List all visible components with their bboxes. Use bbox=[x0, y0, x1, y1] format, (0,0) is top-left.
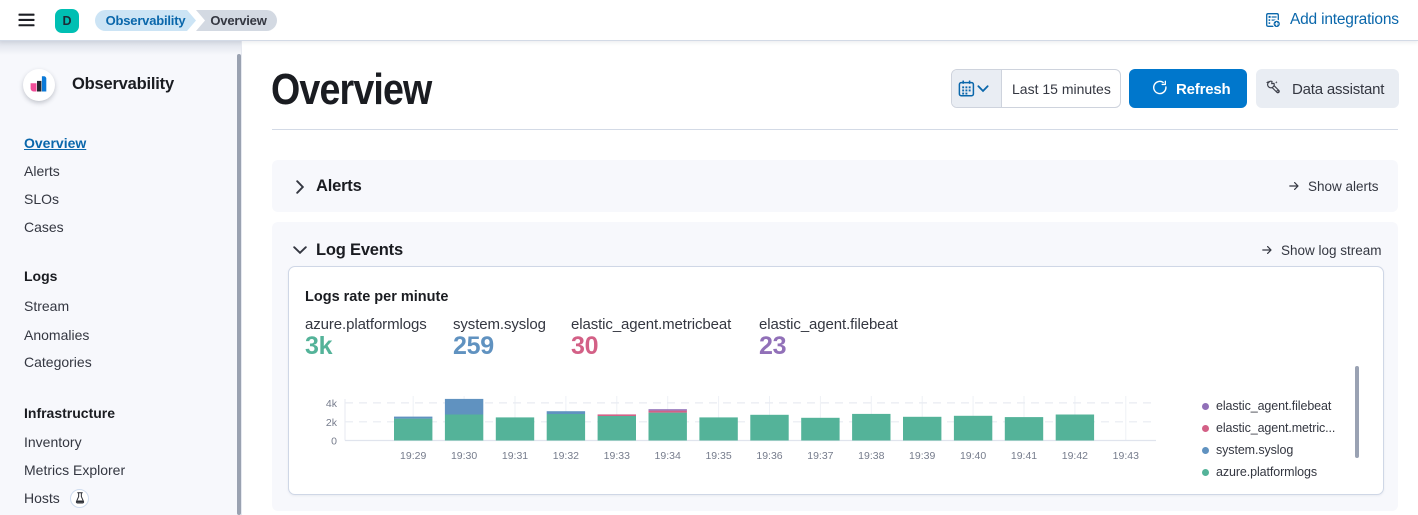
svg-text:19:42: 19:42 bbox=[1062, 450, 1088, 462]
svg-text:19:37: 19:37 bbox=[807, 450, 833, 462]
svg-text:19:39: 19:39 bbox=[909, 450, 935, 462]
svg-text:19:35: 19:35 bbox=[705, 450, 731, 462]
svg-text:19:33: 19:33 bbox=[604, 450, 630, 462]
svg-text:19:29: 19:29 bbox=[400, 450, 426, 462]
svg-text:4k: 4k bbox=[326, 398, 338, 410]
svg-text:19:31: 19:31 bbox=[502, 450, 528, 462]
svg-text:19:41: 19:41 bbox=[1011, 450, 1037, 462]
svg-text:19:34: 19:34 bbox=[655, 450, 681, 462]
svg-text:19:43: 19:43 bbox=[1113, 450, 1139, 462]
svg-text:0: 0 bbox=[331, 436, 337, 448]
svg-text:19:30: 19:30 bbox=[451, 450, 477, 462]
svg-text:19:40: 19:40 bbox=[960, 450, 986, 462]
svg-text:19:38: 19:38 bbox=[858, 450, 884, 462]
svg-text:2k: 2k bbox=[326, 417, 338, 429]
svg-text:19:32: 19:32 bbox=[553, 450, 579, 462]
svg-text:19:36: 19:36 bbox=[756, 450, 782, 462]
